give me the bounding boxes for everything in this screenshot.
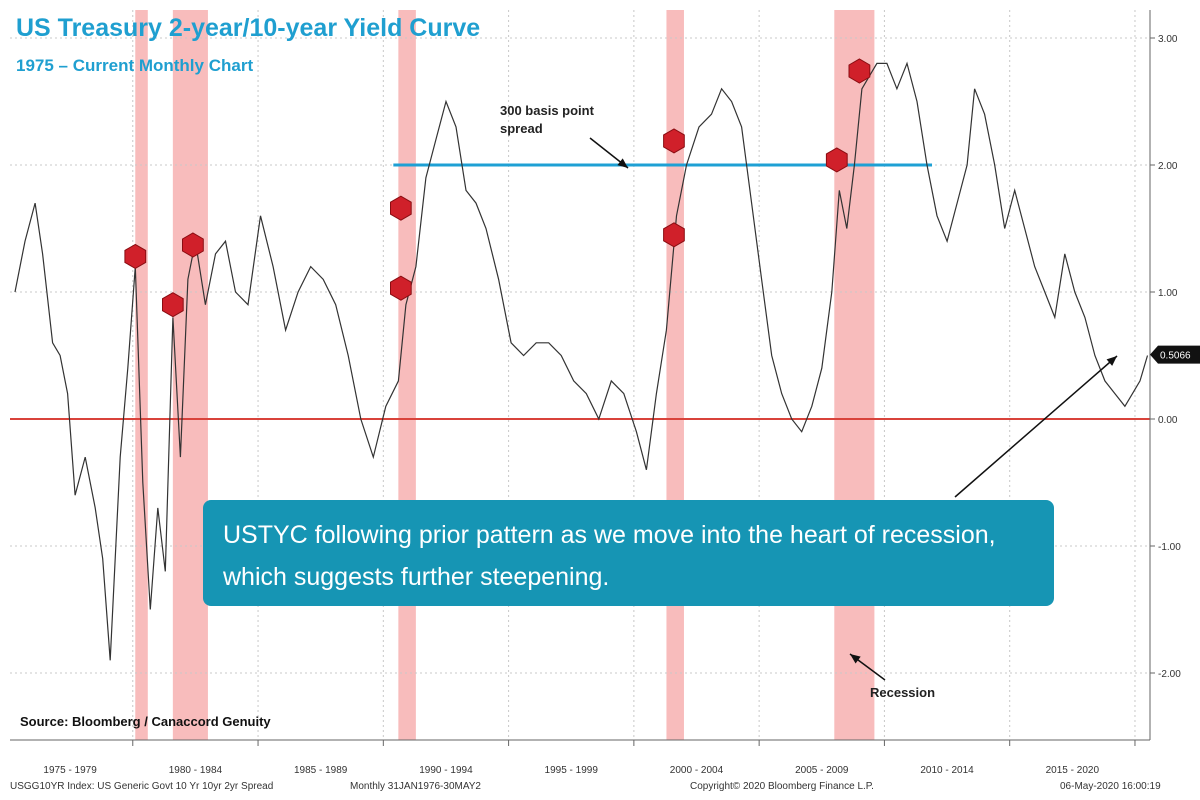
recession-band xyxy=(834,10,875,740)
recession-band xyxy=(666,10,684,740)
current-value-label: 0.5066 xyxy=(1160,351,1191,362)
source-label: Source: Bloomberg / Canaccord Genuity xyxy=(20,714,271,729)
recession-markers xyxy=(124,58,871,318)
recession-marker xyxy=(848,58,871,84)
y-tick-label: 1.00 xyxy=(1158,288,1178,299)
x-tick-label: 2015 - 2020 xyxy=(1046,765,1100,776)
axes: 3.00 2.00 1.00 0.00 -1.00 -2.00 1975 - 1979 198… xyxy=(10,10,1200,776)
annotation-arrows xyxy=(589,137,1118,681)
y-tick-label: 3.00 xyxy=(1158,34,1178,45)
recession-band xyxy=(172,10,208,740)
recession-marker xyxy=(124,243,147,269)
recession-annotation: Recession xyxy=(870,685,936,700)
current-value-badge xyxy=(1150,345,1200,364)
x-tick-label: 2010 - 2014 xyxy=(920,765,974,776)
y-tick-label: -1.00 xyxy=(1158,542,1181,553)
y-tick-label: -2.00 xyxy=(1158,669,1181,680)
recession-marker xyxy=(663,222,685,248)
recession-marker xyxy=(663,128,685,154)
recession-arrow-head xyxy=(850,654,861,664)
yield-spread-line xyxy=(14,61,1149,661)
x-tick-label: 2005 - 2009 xyxy=(795,765,849,776)
callout-box: USTYC following prior pattern as we move… xyxy=(203,500,1054,606)
chart-title: US Treasury 2-year/10-year Yield Curve xyxy=(16,14,481,42)
chart-subtitle: 1975 – Current Monthly Chart xyxy=(16,56,254,75)
spread-arrow-head xyxy=(617,158,628,168)
x-tick-label: 2000 - 2004 xyxy=(670,765,724,776)
footer-left: USGG10YR Index: US Generic Govt 10 Yr 10… xyxy=(10,781,274,792)
series-layer xyxy=(14,61,1149,661)
footer-mid: Monthly 31JAN1976-30MAY2 xyxy=(350,781,481,792)
x-tick-label: 1995 - 1999 xyxy=(545,765,599,776)
recession-marker xyxy=(825,147,848,173)
recession-marker xyxy=(390,195,412,221)
x-tick-label: 1985 - 1989 xyxy=(294,765,348,776)
y-tick-label: 2.00 xyxy=(1158,161,1178,172)
recession-band xyxy=(135,10,148,740)
x-tick-label: 1990 - 1994 xyxy=(419,765,473,776)
recession-marker xyxy=(390,275,412,301)
y-tick-label: 0.00 xyxy=(1158,415,1178,426)
footer-date: 06-May-2020 16:00:19 xyxy=(1060,781,1161,792)
callout-arrow-head xyxy=(1106,356,1117,366)
x-tick-label: 1980 - 1984 xyxy=(169,765,223,776)
callout-arrow xyxy=(954,355,1118,498)
recession-band xyxy=(398,10,416,740)
footer-copyright: Copyright© 2020 Bloomberg Finance L.P. xyxy=(690,781,874,792)
recession-marker xyxy=(162,292,184,318)
spread-annotation: 300 basis point spread xyxy=(500,103,594,136)
current-value-tag: 0.5066 xyxy=(1150,345,1200,364)
x-tick-label: 1975 - 1979 xyxy=(43,765,97,776)
recession-marker xyxy=(182,232,204,258)
